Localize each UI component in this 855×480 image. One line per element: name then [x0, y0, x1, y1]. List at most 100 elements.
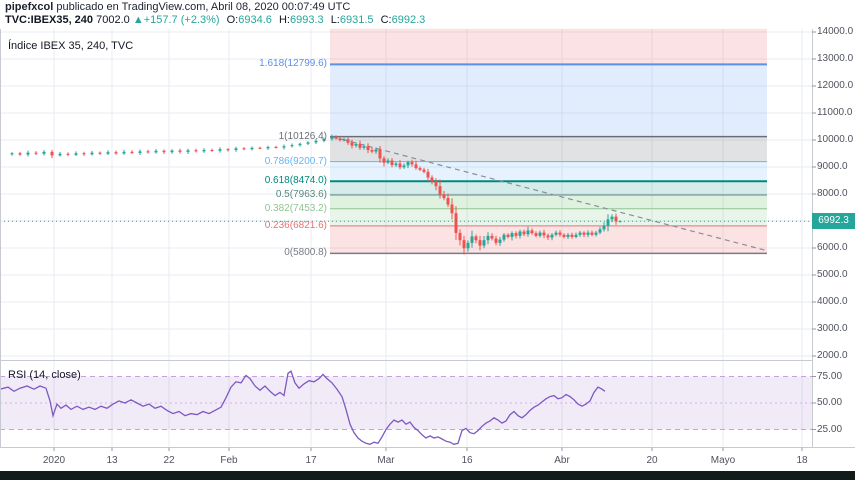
candle-body [554, 232, 558, 235]
price-tick-4000: 4000.0 [817, 296, 848, 307]
candle-body [598, 229, 602, 233]
price-tick-9000: 9000.0 [817, 161, 848, 172]
candle-body [90, 152, 94, 155]
candle-body [438, 186, 442, 195]
candle-body [582, 232, 586, 235]
candle-body [618, 221, 622, 223]
fib-band [330, 136, 767, 162]
candle-body [366, 146, 370, 150]
trendline[interactable] [332, 136, 769, 252]
candle-body [242, 148, 246, 150]
candle-body [50, 151, 54, 156]
candle-body [558, 232, 562, 235]
main-chart-legend[interactable]: Índice IBEX 35, 240, TVC [8, 40, 134, 52]
candle-body [570, 234, 574, 237]
candle-body [162, 150, 166, 153]
candle-body [250, 147, 254, 150]
candle-body [114, 152, 118, 154]
candle-body [402, 165, 406, 168]
candle-body [502, 234, 506, 240]
price-tick-3000: 3000.0 [817, 323, 848, 334]
fib-band [330, 64, 767, 137]
candle-body [146, 151, 150, 153]
change-arrow-icon: ▲ [132, 14, 144, 26]
time-tick-Abr: Abr [554, 455, 570, 466]
candle-body [398, 163, 402, 168]
symbol-ohlc-line: TVC:IBEX35, 240 7002.0 ▲+157.7 (+2.3%) O… [5, 14, 425, 26]
candle-body [510, 233, 514, 237]
candle-body [338, 138, 342, 141]
candle-body [574, 234, 578, 237]
candle-body [42, 151, 46, 154]
candle-body [350, 142, 354, 146]
time-tick-20: 20 [646, 455, 658, 466]
low-label: L: [330, 14, 340, 26]
publish-info: publicado en TradingView.com, Abril 08, … [53, 1, 351, 13]
candle-body [394, 163, 398, 166]
symbol-label: TVC:IBEX35, 240 [5, 14, 94, 26]
time-tick-16: 16 [461, 455, 473, 466]
candle-body [82, 153, 86, 155]
candle-body [538, 232, 542, 236]
time-tick-17: 17 [305, 455, 317, 466]
candle-body [530, 230, 534, 234]
candle-body [342, 139, 346, 141]
candle-body [506, 234, 510, 237]
candle-body [202, 149, 206, 152]
candle-body [422, 169, 426, 172]
candle-body [58, 153, 62, 156]
candle-body [578, 232, 582, 235]
candle-body [346, 139, 350, 143]
candle-body [410, 162, 414, 165]
candle-body [450, 204, 454, 214]
current-price-badge: 6992.3 [812, 213, 855, 230]
time-tick-Feb: Feb [220, 455, 238, 466]
fib-label-1: 1(10126.4) [278, 130, 327, 142]
author-name: pipefxcol [5, 1, 54, 13]
candle-body [306, 142, 310, 144]
publish-line: pipefxcol publicado en TradingView.com, … [5, 1, 350, 13]
candle-body [482, 240, 486, 246]
candle-body [194, 150, 198, 152]
candle-body [426, 171, 430, 178]
candle-body [10, 153, 14, 155]
price-tick-13000: 13000.0 [817, 53, 854, 64]
price-chart-canvas[interactable] [0, 28, 855, 471]
candle-body [170, 150, 174, 153]
time-tick-18: 18 [796, 455, 808, 466]
candle-body [470, 236, 474, 243]
candle-body [354, 144, 358, 146]
price-tick-11000: 11000.0 [817, 107, 853, 118]
candle-body [486, 235, 490, 241]
candle-body [98, 152, 102, 154]
candle-body [390, 160, 394, 166]
candle-body [542, 232, 546, 236]
candle-body [274, 147, 278, 149]
chart-area[interactable]: 1.618(12799.6) 1(10126.4) 0.786(9200.7) 0.6… [0, 26, 855, 471]
price-tick-10000: 10000.0 [817, 134, 854, 145]
open-label: O: [226, 14, 239, 26]
price-tick-14000: 14000.0 [817, 26, 854, 37]
candle-body [210, 149, 214, 151]
fib-label-0.382: 0.382(7453.2) [264, 202, 327, 214]
rsi-tick-25: 25.00 [817, 423, 843, 435]
candle-body [590, 232, 594, 235]
candle-body [614, 216, 618, 222]
candle-body [490, 235, 494, 239]
candle-body [282, 146, 286, 148]
rsi-legend[interactable]: RSI (14, close) [8, 369, 81, 381]
candle-body [518, 231, 522, 236]
candle-body [178, 150, 182, 152]
candle-body [474, 236, 478, 241]
candle-body [446, 198, 450, 205]
candle-body [382, 158, 386, 163]
fib-label-0: 0(5800.8) [284, 247, 327, 259]
fib-label-0.618: 0.618(8474.0) [264, 175, 327, 187]
candle-body [34, 152, 38, 154]
candle-body [586, 232, 590, 235]
candle-body [602, 225, 606, 230]
close-value: 6992.3 [391, 14, 426, 26]
candle-body [458, 232, 462, 241]
rsi-tick-50: 50.00 [817, 397, 843, 408]
